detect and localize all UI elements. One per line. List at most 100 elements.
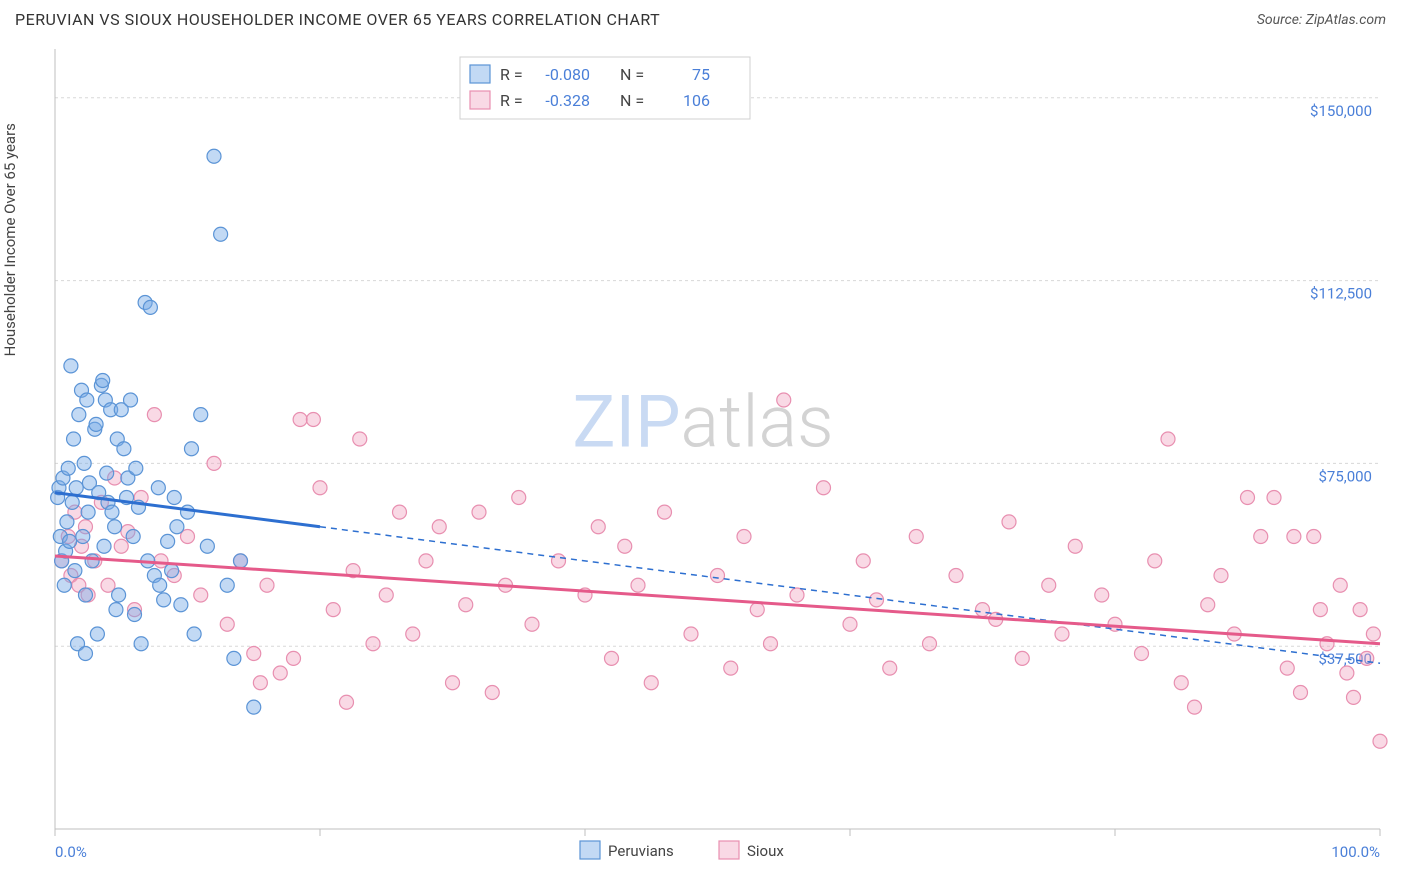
data-point <box>1353 603 1367 617</box>
data-point <box>85 554 99 568</box>
legend-n-value: 106 <box>683 91 710 110</box>
data-point <box>165 564 179 578</box>
data-point <box>326 603 340 617</box>
data-point <box>247 647 261 661</box>
data-point <box>1373 734 1387 748</box>
data-point <box>737 530 751 544</box>
data-point <box>220 617 234 631</box>
data-point <box>525 617 539 631</box>
data-point <box>949 569 963 583</box>
legend-r-value: -0.328 <box>545 91 590 110</box>
data-point <box>1174 676 1188 690</box>
data-point <box>65 495 79 509</box>
data-point <box>1095 588 1109 602</box>
data-point <box>273 666 287 680</box>
bottom-legend-swatch <box>719 841 739 859</box>
data-point <box>379 588 393 602</box>
data-point <box>658 505 672 519</box>
data-point <box>134 637 148 651</box>
data-point <box>207 456 221 470</box>
data-point <box>1148 554 1162 568</box>
data-point <box>64 359 78 373</box>
data-point <box>432 520 446 534</box>
data-point <box>60 515 74 529</box>
data-point <box>1042 578 1056 592</box>
data-point <box>293 413 307 427</box>
data-point <box>69 481 83 495</box>
data-point <box>459 598 473 612</box>
data-point <box>644 676 658 690</box>
data-point <box>157 593 171 607</box>
data-point <box>117 442 131 456</box>
data-point <box>253 676 267 690</box>
data-point <box>147 408 161 422</box>
data-point <box>89 417 103 431</box>
data-point <box>112 588 126 602</box>
data-point <box>72 408 86 422</box>
data-point <box>143 300 157 314</box>
y-tick-label: $112,500 <box>1310 285 1372 303</box>
data-point <box>63 534 77 548</box>
data-point <box>1188 700 1202 714</box>
chart-container: Householder Income Over 65 years ZIPatla… <box>0 39 1406 889</box>
data-point <box>976 603 990 617</box>
data-point <box>618 539 632 553</box>
data-point <box>1201 598 1215 612</box>
data-point <box>711 569 725 583</box>
data-point <box>61 461 75 475</box>
data-point <box>247 700 261 714</box>
data-point <box>883 661 897 675</box>
data-point <box>1068 539 1082 553</box>
data-point <box>366 637 380 651</box>
data-point <box>1333 578 1347 592</box>
data-point <box>1002 515 1016 529</box>
data-point <box>1347 690 1361 704</box>
data-point <box>1360 651 1374 665</box>
data-point <box>1340 666 1354 680</box>
data-point <box>105 505 119 519</box>
data-point <box>406 627 420 641</box>
data-point <box>76 530 90 544</box>
data-point <box>90 627 104 641</box>
data-point <box>234 554 248 568</box>
data-point <box>1135 647 1149 661</box>
data-point <box>170 520 184 534</box>
bottom-legend-label: Sioux <box>747 842 784 860</box>
legend-swatch <box>470 91 490 109</box>
data-point <box>184 442 198 456</box>
data-point <box>909 530 923 544</box>
bottom-legend-swatch <box>580 841 600 859</box>
data-point <box>1254 530 1268 544</box>
data-point <box>78 647 92 661</box>
data-point <box>777 393 791 407</box>
trend-line-dashed <box>320 527 1380 664</box>
data-point <box>167 491 181 505</box>
data-point <box>1015 651 1029 665</box>
source-attribution: Source: ZipAtlas.com <box>1257 12 1386 28</box>
data-point <box>81 505 95 519</box>
data-point <box>151 481 165 495</box>
data-point <box>109 603 123 617</box>
data-point <box>1161 432 1175 446</box>
data-point <box>124 393 138 407</box>
data-point <box>1294 686 1308 700</box>
data-point <box>227 651 241 665</box>
legend-r-label: R = <box>500 91 523 110</box>
data-point <box>306 413 320 427</box>
data-point <box>1307 530 1321 544</box>
data-point <box>485 686 499 700</box>
data-point <box>67 432 81 446</box>
data-point <box>1214 569 1228 583</box>
data-point <box>750 603 764 617</box>
data-point <box>419 554 433 568</box>
data-point <box>764 637 778 651</box>
data-point <box>340 695 354 709</box>
data-point <box>1267 491 1281 505</box>
data-point <box>129 461 143 475</box>
data-point <box>128 608 142 622</box>
data-point <box>187 627 201 641</box>
data-point <box>1313 603 1327 617</box>
data-point <box>591 520 605 534</box>
data-point <box>68 564 82 578</box>
data-point <box>161 534 175 548</box>
